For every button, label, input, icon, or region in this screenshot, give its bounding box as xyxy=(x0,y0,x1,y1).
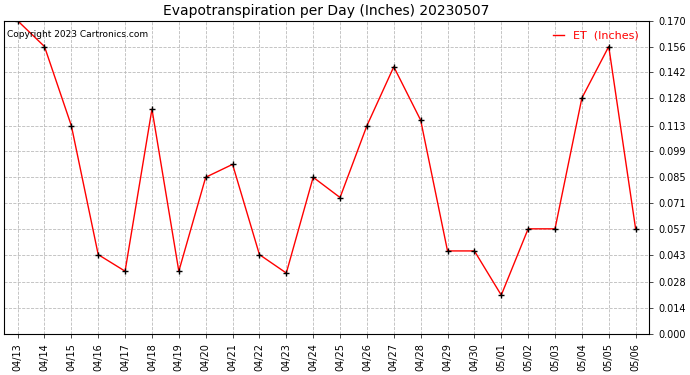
Title: Evapotranspiration per Day (Inches) 20230507: Evapotranspiration per Day (Inches) 2023… xyxy=(164,4,490,18)
Legend: ET  (Inches): ET (Inches) xyxy=(549,26,644,45)
Text: Copyright 2023 Cartronics.com: Copyright 2023 Cartronics.com xyxy=(8,30,148,39)
